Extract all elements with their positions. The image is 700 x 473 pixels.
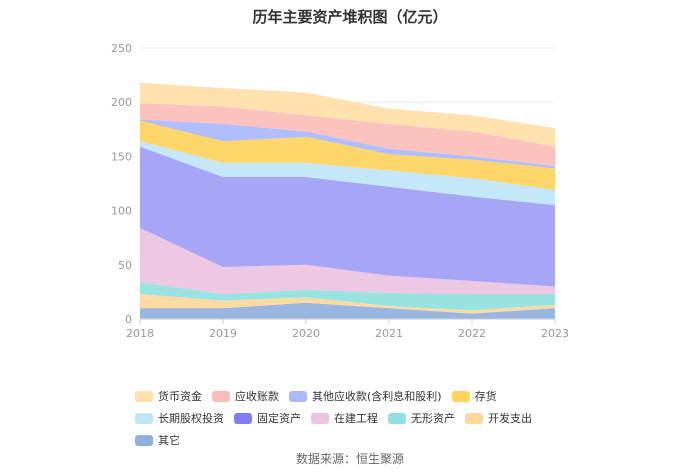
legend-label: 开发支出: [488, 412, 532, 425]
legend-swatch: [135, 390, 153, 402]
legend-label: 在建工程: [334, 412, 378, 425]
legend-label: 存货: [474, 390, 497, 403]
legend-swatch: [465, 412, 483, 424]
legend-label: 无形资产: [411, 412, 455, 425]
area-series-7: [140, 119, 555, 169]
area-series-0: [140, 302, 555, 319]
legend-swatch: [311, 412, 329, 424]
area-series-5: [140, 141, 555, 206]
legend-item[interactable]: 存货: [451, 388, 497, 404]
x-tick-label: 2022: [458, 327, 486, 340]
area-series-2: [140, 282, 555, 311]
legend-item[interactable]: 其他应收款(含利息和股利): [289, 388, 442, 404]
area-series-1: [140, 294, 555, 314]
legend-swatch: [135, 434, 153, 446]
legend-label: 其他应收款(含利息和股利): [312, 390, 442, 403]
legend-item[interactable]: 在建工程: [311, 410, 378, 426]
legend-item[interactable]: 无形资产: [388, 410, 455, 426]
y-tick-label: 150: [111, 150, 132, 163]
legend-swatch: [289, 390, 307, 402]
x-tick-label: 2020: [292, 327, 320, 340]
x-tick-label: 2021: [375, 327, 403, 340]
legend-item[interactable]: 应收账款: [212, 388, 279, 404]
axes: 0 50 100 150 200 250 2018 2019 2020 2021 2022 2023: [111, 42, 569, 340]
area-series-4: [140, 146, 555, 287]
legend-swatch: [451, 390, 470, 402]
y-tick-label: 100: [111, 205, 132, 218]
area-series-9: [140, 82, 555, 147]
legend-swatch: [388, 412, 406, 424]
y-tick-label: 0: [125, 313, 132, 326]
legend-label: 固定资产: [257, 412, 301, 425]
x-tick-label: 2023: [541, 327, 569, 340]
legend-label: 其它: [158, 434, 180, 447]
data-source: 数据来源：恒生聚源: [295, 452, 404, 466]
legend-item[interactable]: 其它: [135, 432, 180, 448]
legend-swatch: [212, 390, 230, 402]
x-tick-label: 2018: [126, 327, 154, 340]
y-tick-label: 50: [118, 259, 132, 272]
legend-item[interactable]: 货币资金: [135, 388, 202, 404]
legend: 货币资金 应收账款 其他应收款(含利息和股利) 存货长期股权投资 固定资产 在建工程 无形资…: [135, 388, 595, 448]
area-series-3: [140, 227, 555, 295]
legend-swatch: [135, 412, 153, 424]
legend-swatch: [234, 412, 252, 424]
legend-item[interactable]: 固定资产: [234, 410, 301, 426]
y-tick-label: 250: [111, 42, 132, 55]
legend-label: 应收账款: [235, 390, 279, 403]
y-tick-label: 200: [111, 96, 132, 109]
area-series-6: [140, 120, 555, 191]
chart-title: 历年主要资产堆积图（亿元）: [252, 8, 448, 26]
legend-label: 长期股权投资: [158, 412, 224, 425]
area-series: [140, 82, 555, 319]
legend-item[interactable]: 开发支出: [465, 410, 532, 426]
legend-label: 货币资金: [158, 390, 202, 403]
legend-item[interactable]: 长期股权投资: [135, 410, 224, 426]
x-tick-label: 2019: [209, 327, 237, 340]
area-series-8: [140, 103, 555, 167]
